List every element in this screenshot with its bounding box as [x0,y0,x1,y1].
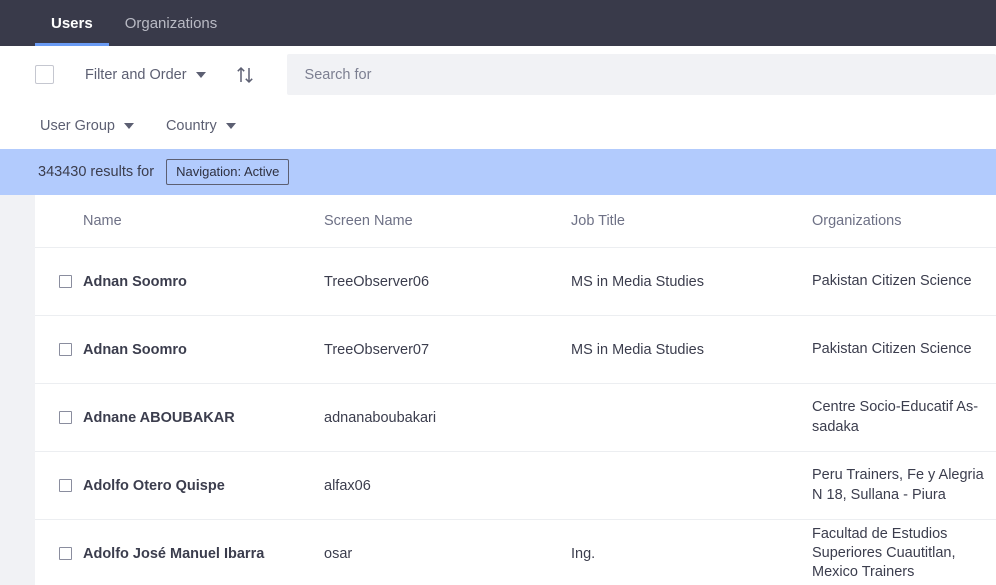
secondary-filter-bar: User Group Country [0,103,996,149]
cell-job-title: MS in Media Studies [571,248,812,316]
row-checkbox-cell [35,452,83,520]
tab-organizations[interactable]: Organizations [109,0,234,46]
filter-toolbar: Filter and Order [0,46,996,103]
row-checkbox[interactable] [59,275,72,288]
filter-and-order-dropdown[interactable]: Filter and Order [85,67,206,83]
row-checkbox-cell [35,520,83,585]
cell-organizations: Centre Socio-Educatif As-sadaka [812,384,996,452]
results-count-text: 343430 results for [38,164,154,180]
sort-updown-icon[interactable] [236,65,254,85]
chevron-down-icon [124,123,134,129]
row-checkbox-cell [35,384,83,452]
left-gutter [0,195,35,585]
cell-name: Adnane ABOUBAKAR [83,384,324,452]
cell-screen-name: TreeObserver07 [324,316,571,384]
cell-name: Adolfo José Manuel Ibarra [83,520,324,585]
cell-organizations: Peru Trainers, Fe y Alegria N 18, Sullan… [812,452,996,520]
select-all-checkbox[interactable] [35,65,54,84]
country-filter[interactable]: Country [166,118,236,134]
cell-name: Adnan Soomro [83,316,324,384]
cell-screen-name: TreeObserver06 [324,248,571,316]
table-row[interactable]: Adnan Soomro TreeObserver07 MS in Media … [35,316,996,384]
tab-users-label: Users [51,15,93,32]
row-checkbox[interactable] [59,343,72,356]
cell-screen-name: osar [324,520,571,585]
top-navigation-bar: Users Organizations [0,0,996,46]
cell-job-title [571,452,812,520]
column-header-screen-name[interactable]: Screen Name [324,195,571,248]
cell-organizations: Pakistan Citizen Science [812,248,996,316]
chevron-down-icon [196,72,206,78]
table-header-row: Name Screen Name Job Title Organizations [35,195,996,248]
column-header-job-title[interactable]: Job Title [571,195,812,248]
users-table-card: Name Screen Name Job Title Organizations… [35,195,996,585]
cell-job-title: Ing. [571,520,812,585]
user-group-filter[interactable]: User Group [40,118,134,134]
cell-job-title [571,384,812,452]
chevron-down-icon [226,123,236,129]
row-checkbox[interactable] [59,547,72,560]
table-area: Name Screen Name Job Title Organizations… [0,195,996,585]
tab-users[interactable]: Users [35,0,109,46]
table-row[interactable]: Adolfo José Manuel Ibarra osar Ing. Facu… [35,520,996,585]
header-checkbox-cell [35,195,83,248]
cell-screen-name: alfax06 [324,452,571,520]
cell-organizations: Facultad de Estudios Superiores Cuautitl… [812,520,996,585]
table-row[interactable]: Adnane ABOUBAKAR adnanaboubakari Centre … [35,384,996,452]
status-badge-navigation[interactable]: Navigation: Active [166,159,289,185]
row-checkbox-cell [35,248,83,316]
cell-organizations: Pakistan Citizen Science [812,316,996,384]
column-header-name[interactable]: Name [83,195,324,248]
table-row[interactable]: Adnan Soomro TreeObserver06 MS in Media … [35,248,996,316]
users-table: Name Screen Name Job Title Organizations… [35,195,996,585]
tab-organizations-label: Organizations [125,15,218,32]
results-banner: 343430 results for Navigation: Active [0,149,996,195]
column-header-organizations[interactable]: Organizations [812,195,996,248]
table-row[interactable]: Adolfo Otero Quispe alfax06 Peru Trainer… [35,452,996,520]
row-checkbox-cell [35,316,83,384]
row-checkbox[interactable] [59,411,72,424]
search-input[interactable] [287,54,996,95]
cell-job-title: MS in Media Studies [571,316,812,384]
filter-and-order-label: Filter and Order [85,67,187,83]
cell-name: Adnan Soomro [83,248,324,316]
cell-screen-name: adnanaboubakari [324,384,571,452]
user-group-filter-label: User Group [40,118,115,134]
cell-name: Adolfo Otero Quispe [83,452,324,520]
country-filter-label: Country [166,118,217,134]
row-checkbox[interactable] [59,479,72,492]
